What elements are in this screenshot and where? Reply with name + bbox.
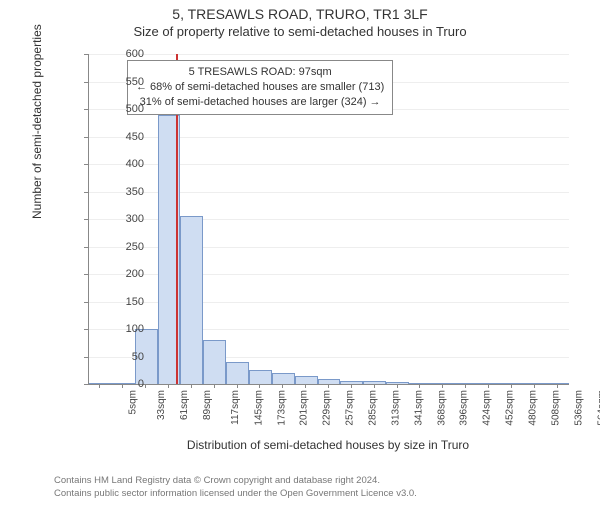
x-tick-mark (305, 384, 306, 388)
x-tick-label: 257sqm (345, 390, 356, 426)
x-tick-mark (168, 384, 169, 388)
x-tick-mark (442, 384, 443, 388)
x-tick-mark (191, 384, 192, 388)
annotation-line3: 31% of semi-detached houses are larger (… (136, 95, 384, 110)
footer-credits: Contains HM Land Registry data © Crown c… (54, 475, 417, 500)
x-tick-mark (511, 384, 512, 388)
x-tick-label: 508sqm (550, 390, 561, 426)
footer-line2: Contains public sector information licen… (54, 488, 417, 500)
x-tick-mark (534, 384, 535, 388)
x-tick-label: 313sqm (390, 390, 401, 426)
y-tick-mark (84, 82, 88, 83)
y-tick-label: 600 (104, 48, 144, 60)
y-tick-label: 450 (104, 131, 144, 143)
y-tick-label: 50 (104, 351, 144, 363)
x-tick-mark (351, 384, 352, 388)
footer-line1: Contains HM Land Registry data © Crown c… (54, 475, 417, 487)
x-tick-mark (488, 384, 489, 388)
y-tick-mark (84, 192, 88, 193)
x-axis-label: Distribution of semi-detached houses by … (88, 438, 568, 452)
x-tick-label: 61sqm (179, 390, 190, 420)
x-tick-mark (145, 384, 146, 388)
annotation-box: 5 TRESAWLS ROAD: 97sqm ← 68% of semi-det… (127, 60, 393, 115)
x-tick-mark (557, 384, 558, 388)
x-tick-label: 368sqm (436, 390, 447, 426)
x-tick-label: 396sqm (459, 390, 470, 426)
histogram-bar (226, 362, 249, 384)
y-tick-mark (84, 247, 88, 248)
y-tick-mark (84, 54, 88, 55)
y-tick-mark (84, 302, 88, 303)
chart-title-line2: Size of property relative to semi-detach… (0, 24, 600, 39)
histogram-bar (340, 381, 363, 384)
y-tick-label: 550 (104, 76, 144, 88)
histogram-bar (249, 370, 272, 384)
y-tick-label: 200 (104, 268, 144, 280)
x-tick-label: 33sqm (156, 390, 167, 420)
histogram-bar (386, 382, 409, 384)
histogram-bar (272, 373, 295, 384)
x-tick-label: 173sqm (276, 390, 287, 426)
x-tick-label: 341sqm (413, 390, 424, 426)
x-tick-label: 285sqm (368, 390, 379, 426)
x-tick-mark (214, 384, 215, 388)
y-tick-mark (84, 384, 88, 385)
y-tick-mark (84, 109, 88, 110)
y-tick-mark (84, 357, 88, 358)
x-tick-label: 424sqm (482, 390, 493, 426)
x-tick-label: 452sqm (505, 390, 516, 426)
x-tick-mark (374, 384, 375, 388)
histogram-bar (203, 340, 226, 384)
x-tick-mark (419, 384, 420, 388)
y-tick-mark (84, 219, 88, 220)
x-tick-label: 480sqm (528, 390, 539, 426)
x-tick-label: 117sqm (230, 390, 241, 425)
x-tick-label: 145sqm (253, 390, 264, 426)
x-tick-mark (237, 384, 238, 388)
y-tick-mark (84, 164, 88, 165)
y-tick-label: 400 (104, 158, 144, 170)
x-tick-label: 536sqm (573, 390, 584, 426)
histogram-bar (295, 376, 318, 384)
y-tick-label: 250 (104, 241, 144, 253)
y-tick-label: 350 (104, 186, 144, 198)
plot-area: 5 TRESAWLS ROAD: 97sqm ← 68% of semi-det… (88, 54, 569, 385)
y-tick-label: 500 (104, 103, 144, 115)
y-tick-label: 150 (104, 296, 144, 308)
annotation-line2: ← 68% of semi-detached houses are smalle… (136, 80, 384, 95)
x-tick-label: 229sqm (322, 390, 333, 426)
x-tick-mark (465, 384, 466, 388)
annotation-line1: 5 TRESAWLS ROAD: 97sqm (136, 65, 384, 80)
y-tick-mark (84, 137, 88, 138)
y-tick-mark (84, 274, 88, 275)
x-tick-mark (282, 384, 283, 388)
histogram-bar (500, 383, 523, 384)
y-axis-label: Number of semi-detached properties (30, 24, 44, 219)
chart-title-line1: 5, TRESAWLS ROAD, TRURO, TR1 3LF (0, 6, 600, 22)
x-tick-mark (259, 384, 260, 388)
y-tick-mark (84, 329, 88, 330)
x-tick-label: 201sqm (299, 390, 310, 426)
x-tick-label: 89sqm (202, 390, 213, 420)
x-tick-mark (99, 384, 100, 388)
x-tick-mark (328, 384, 329, 388)
y-tick-label: 0 (104, 378, 144, 390)
histogram-bar (363, 381, 386, 384)
x-tick-label: 5sqm (128, 390, 139, 414)
histogram-bar (546, 383, 569, 384)
x-tick-mark (122, 384, 123, 388)
chart-container: Number of semi-detached properties 5 TRE… (40, 54, 580, 434)
y-tick-label: 100 (104, 323, 144, 335)
histogram-bar (409, 383, 432, 384)
x-tick-mark (397, 384, 398, 388)
y-tick-label: 300 (104, 213, 144, 225)
x-tick-label: 564sqm (596, 390, 600, 426)
histogram-bar (523, 383, 546, 384)
histogram-bar (180, 216, 203, 384)
